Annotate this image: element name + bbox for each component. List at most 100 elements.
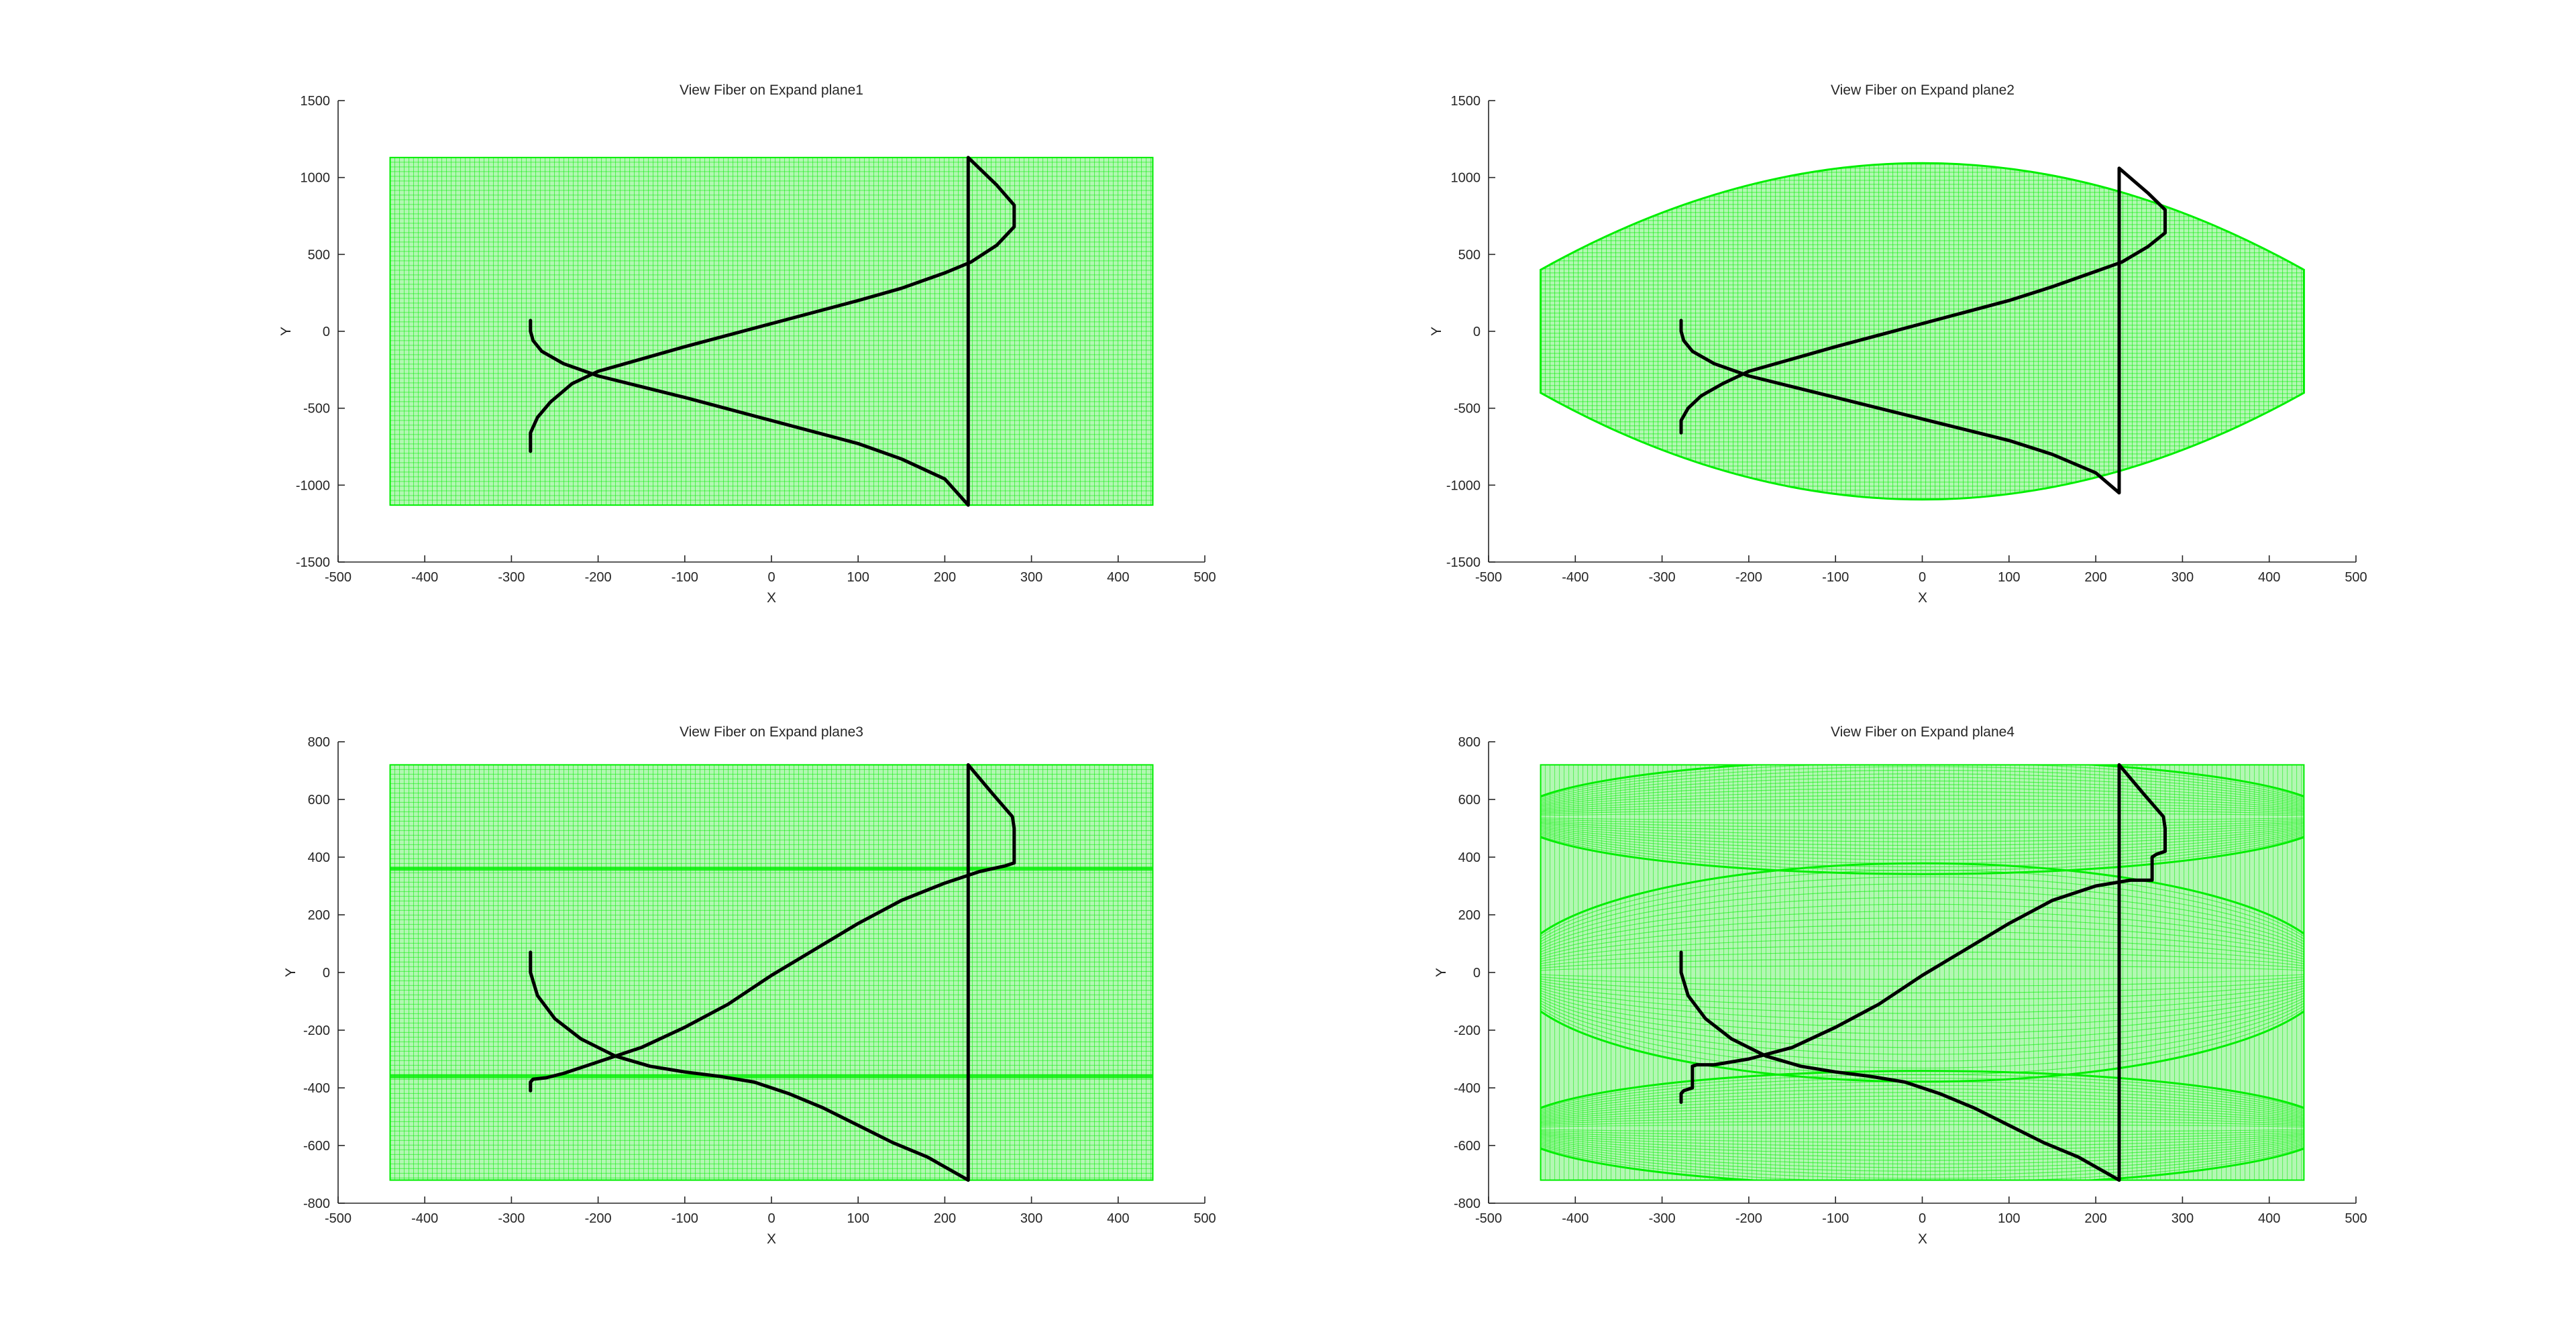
x-axis-label: X <box>1918 590 1927 606</box>
y-tick-label: 0 <box>323 966 330 981</box>
lane-ring <box>1540 805 2304 828</box>
lane-ring <box>1540 780 2304 853</box>
lane-ring <box>1540 910 2304 1035</box>
axes: -500 -400 -300 -200 -100 0 100 200 300 400 500-150… <box>1446 94 2367 585</box>
y-tick-label: 500 <box>1458 247 1481 262</box>
x-tick-label: -500 <box>1475 570 1502 585</box>
y-axis-label: Y <box>1434 968 1449 977</box>
x-tick-label: 0 <box>1919 570 1926 585</box>
x-tick-label: 100 <box>847 570 869 585</box>
x-tick-label: -200 <box>585 570 612 585</box>
y-tick-label: 800 <box>308 735 330 750</box>
x-axis-label: X <box>767 1231 776 1247</box>
y-tick-label: -400 <box>303 1081 330 1096</box>
lane-ring <box>1540 903 2304 1042</box>
subplot-plane4: View Fiber on Expand plane4 X Y -500 -400… <box>1434 724 2367 1247</box>
x-tick-label: 500 <box>1193 1211 1216 1226</box>
fiber-path-line <box>1679 763 2167 1182</box>
y-tick-label: 1000 <box>1451 171 1481 186</box>
x-tick-label: -300 <box>1649 1211 1676 1226</box>
lane-ring <box>1540 944 2304 1001</box>
x-tick-label: -500 <box>1475 1211 1502 1226</box>
y-tick-label: -500 <box>303 402 330 416</box>
lane-edge <box>1540 765 2304 875</box>
y-tick-label: 400 <box>1458 850 1481 865</box>
x-tick-label: 400 <box>1107 570 1129 585</box>
y-tick-label: -600 <box>303 1139 330 1154</box>
x-tick-label: 0 <box>1919 1211 1926 1226</box>
lane-ring <box>1540 931 2304 1014</box>
lane-ring <box>1540 1106 2304 1150</box>
y-tick-label: 1500 <box>1451 94 1481 109</box>
y-tick-label: -500 <box>1454 402 1481 416</box>
lane-ring <box>1540 1113 2304 1144</box>
lane-ring <box>1540 1099 2304 1158</box>
axes: -500 -400 -300 -200 -100 0 100 200 300 400 500 -800… <box>303 735 1216 1226</box>
x-tick-label: 500 <box>2345 570 2367 585</box>
surface-fill <box>1540 765 2304 1180</box>
x-tick-label: 300 <box>1020 1211 1042 1226</box>
lane-ring <box>1540 951 2304 994</box>
y-tick-label: -1500 <box>1446 555 1481 570</box>
x-tick-label: 300 <box>2171 1211 2194 1226</box>
chart-title: View Fiber on Expand plane2 <box>1831 82 2015 98</box>
y-tick-label: -1000 <box>296 478 330 493</box>
lane-ring <box>1540 1124 2304 1133</box>
axes: -500 -400 -300 -200 -100 0 100 200 300 400 500-150… <box>296 94 1216 585</box>
x-tick-label: -100 <box>672 570 698 585</box>
x-tick-label: 500 <box>2345 1211 2367 1226</box>
lane-ring <box>1540 787 2304 846</box>
y-tick-label: 600 <box>308 793 330 808</box>
lane-ring <box>1540 798 2304 836</box>
lane-edge <box>1540 1070 2304 1180</box>
lane-ring <box>1540 883 2304 1062</box>
surface-hatch <box>1540 765 2304 1180</box>
y-tick-label: -800 <box>303 1196 330 1211</box>
y-tick-label: -600 <box>1454 1139 1481 1154</box>
x-tick-label: 100 <box>847 1211 869 1226</box>
y-tick-label: 200 <box>1458 908 1481 923</box>
x-tick-label: -100 <box>672 1211 698 1226</box>
surface-edge <box>389 764 1154 1181</box>
axes: -500 -400 -300 -200 -100 0 100 200 300 400 500 -800… <box>1454 735 2367 1226</box>
y-axis-label: Y <box>1429 327 1444 336</box>
x-tick-label: -200 <box>1735 570 1762 585</box>
lane-ring <box>1540 876 2304 1069</box>
y-tick-label: -800 <box>1454 1196 1481 1211</box>
x-tick-label: 400 <box>2258 570 2280 585</box>
surface-fill <box>1540 163 2304 500</box>
y-tick-label: 800 <box>1458 735 1481 750</box>
lane-ring <box>1540 938 2304 1007</box>
surface-mesh <box>389 764 1154 1181</box>
x-tick-label: -300 <box>498 1211 525 1226</box>
x-tick-label: 300 <box>2171 570 2194 585</box>
x-tick-label: -500 <box>325 1211 352 1226</box>
x-tick-label: 200 <box>2084 1211 2106 1226</box>
surface-mesh <box>1540 764 2305 1181</box>
x-tick-label: 0 <box>767 570 775 585</box>
lane-ring <box>1540 809 2304 825</box>
lane-ring <box>1540 812 2304 821</box>
y-tick-label: -1500 <box>296 555 330 570</box>
lane-ring <box>1540 791 2304 842</box>
lane-ring <box>1540 777 2304 857</box>
surface-edge <box>1540 162 2305 501</box>
lane-ring <box>1540 766 2304 868</box>
x-tick-label: -400 <box>411 1211 438 1226</box>
lane-ring <box>1540 1084 2304 1172</box>
lane-ring <box>1540 1081 2304 1176</box>
lane-ring <box>1540 801 2304 832</box>
y-tick-label: 1500 <box>301 94 331 109</box>
x-tick-label: 100 <box>1998 1211 2020 1226</box>
y-tick-label: -1000 <box>1446 478 1481 493</box>
x-tick-label: 200 <box>2084 570 2106 585</box>
lane-ring <box>1540 1077 2304 1179</box>
x-tick-label: -500 <box>325 570 352 585</box>
lane-ring <box>1540 773 2304 860</box>
lane-ring <box>1540 1092 2304 1165</box>
chart-title: View Fiber on Expand plane1 <box>680 82 863 98</box>
lane-ring <box>1540 1103 2304 1154</box>
y-tick-label: 200 <box>308 908 330 923</box>
lane-ring <box>1540 1120 2304 1136</box>
